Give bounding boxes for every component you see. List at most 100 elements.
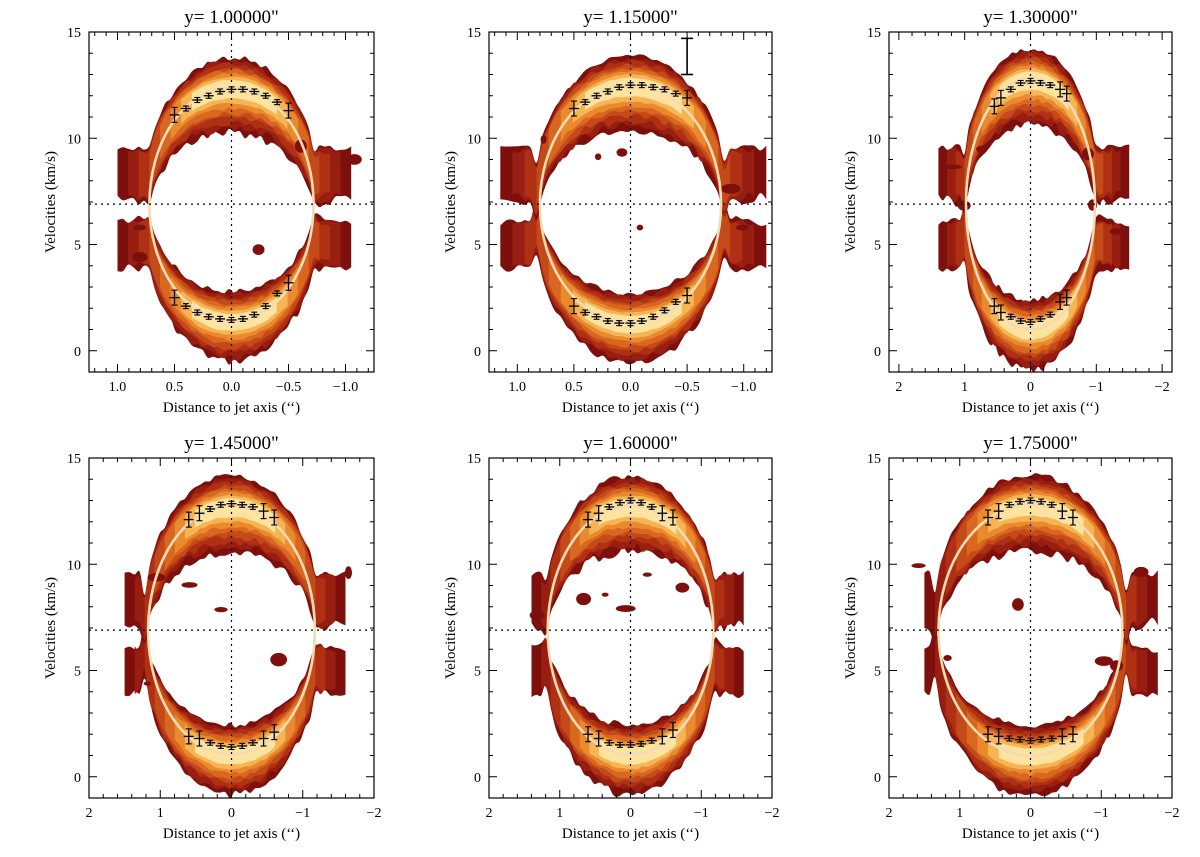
contour-band-level-8: [999, 301, 1069, 340]
y-tick-label: 15: [67, 26, 81, 41]
panel-title: y= 1.60000": [583, 433, 677, 454]
y-tick-label: 10: [467, 558, 481, 573]
contour-band-level-8: [585, 297, 682, 334]
blue-lobe-points: [583, 721, 678, 748]
y-axis-label: Velocities (km/s): [443, 577, 459, 679]
emission-blob: [540, 135, 547, 144]
emission-blob: [1133, 566, 1149, 577]
x-tick-label: 1: [961, 380, 968, 395]
x-tick-label: 1: [956, 806, 963, 821]
emission-blob: [347, 154, 362, 165]
y-tick-label: 15: [867, 452, 881, 467]
x-tick-label: −2: [1165, 806, 1180, 821]
y-tick-label: 0: [474, 771, 481, 786]
emission-blob: [616, 148, 628, 157]
red-lobe-emission: [124, 474, 346, 645]
x-tick-label: −2: [367, 806, 382, 821]
y-tick-label: 15: [467, 452, 481, 467]
emission-blob: [911, 563, 926, 569]
emission-blob: [957, 200, 971, 211]
emission-blob: [576, 592, 592, 606]
x-tick-label: −1.0: [333, 380, 358, 395]
panel-2: 1.0 0.5 0.0 −0.5 −1.0 0 5 10 15 y= 1.15000" Distan…: [443, 7, 773, 416]
red-lobe-points: [183, 500, 280, 528]
x-axis-label: Distance to jet axis (‘‘): [163, 400, 300, 416]
panel-title: y= 1.75000": [983, 433, 1077, 454]
emission-blob: [615, 605, 636, 613]
red-lobe-points: [169, 86, 294, 123]
plot-area: [489, 458, 772, 798]
blue-lobe-points: [983, 726, 1078, 745]
emission-blob: [1012, 598, 1024, 611]
plot-area: [89, 458, 374, 798]
plot-area: [89, 32, 374, 372]
y-tick-label: 10: [67, 132, 81, 147]
x-tick-label: 0: [228, 806, 235, 821]
emission-blob: [132, 252, 148, 263]
contour-band-level-8: [998, 728, 1084, 766]
x-tick-label: 2: [886, 806, 893, 821]
blue-lobe-points: [169, 274, 294, 323]
emission-blob: [636, 224, 644, 231]
y-tick-label: 15: [867, 26, 881, 41]
x-tick-label: 0.5: [565, 380, 583, 395]
y-tick-label: 10: [867, 558, 881, 573]
blue-lobe-emission: [117, 213, 352, 365]
y-axis-label: Velocities (km/s): [43, 577, 59, 679]
x-tick-label: 2: [895, 380, 902, 395]
emission-blob: [1109, 228, 1124, 235]
y-tick-label: 5: [74, 239, 81, 254]
x-axis-label: Distance to jet axis (‘‘): [562, 826, 699, 842]
x-tick-label: −0.5: [674, 380, 699, 395]
x-tick-label: 0: [1027, 380, 1034, 395]
x-tick-label: 0: [627, 806, 634, 821]
blue-lobe-emission: [924, 627, 1158, 797]
model-ellipse: [546, 504, 715, 756]
x-axis-label: Distance to jet axis (‘‘): [962, 826, 1099, 842]
emission-blob: [344, 566, 352, 580]
blue-lobe-points: [183, 724, 280, 751]
red-lobe-points: [568, 82, 693, 117]
plot-area: [889, 458, 1172, 798]
plot-area: [889, 32, 1172, 372]
y-tick-label: 0: [74, 771, 81, 786]
x-tick-label: 0.5: [166, 380, 184, 395]
x-tick-label: 2: [86, 806, 93, 821]
y-axis-label: Velocities (km/s): [843, 577, 859, 679]
contour-band-level-1: [117, 213, 352, 365]
red-lobe-points: [989, 77, 1072, 115]
plot-area: [489, 32, 772, 372]
emission-blob: [594, 153, 602, 161]
emission-blob: [181, 582, 198, 588]
x-axis-label: Distance to jet axis (‘‘): [962, 400, 1099, 416]
x-axis-label: Distance to jet axis (‘‘): [163, 826, 300, 842]
y-tick-label: 5: [874, 665, 881, 680]
y-tick-label: 10: [867, 132, 881, 147]
y-tick-label: 15: [467, 26, 481, 41]
y-axis-label: Velocities (km/s): [43, 151, 59, 253]
emission-blob: [1094, 656, 1113, 666]
y-tick-label: 15: [67, 452, 81, 467]
emission-blob: [143, 681, 152, 686]
x-tick-label: −0.5: [276, 380, 301, 395]
emission-blob: [736, 224, 749, 231]
x-tick-label: −1: [1094, 806, 1109, 821]
panel-title: y= 1.30000": [983, 7, 1077, 28]
panel-title: y= 1.45000": [184, 433, 278, 454]
x-tick-label: 0.0: [223, 380, 241, 395]
y-tick-label: 0: [474, 345, 481, 360]
x-tick-label: 1: [157, 806, 164, 821]
x-tick-label: 1.0: [109, 380, 127, 395]
x-tick-label: 1: [556, 806, 563, 821]
y-tick-label: 5: [474, 239, 481, 254]
y-tick-label: 5: [874, 239, 881, 254]
blue-lobe-emission: [938, 208, 1130, 372]
emission-blob: [601, 592, 609, 597]
red-lobe-points: [983, 497, 1078, 526]
x-tick-label: −2: [1155, 380, 1170, 395]
panel-1: 1.0 0.5 0.0 −0.5 −1.0 0 5 10 15 y= 1.00000" Distan…: [43, 7, 375, 416]
